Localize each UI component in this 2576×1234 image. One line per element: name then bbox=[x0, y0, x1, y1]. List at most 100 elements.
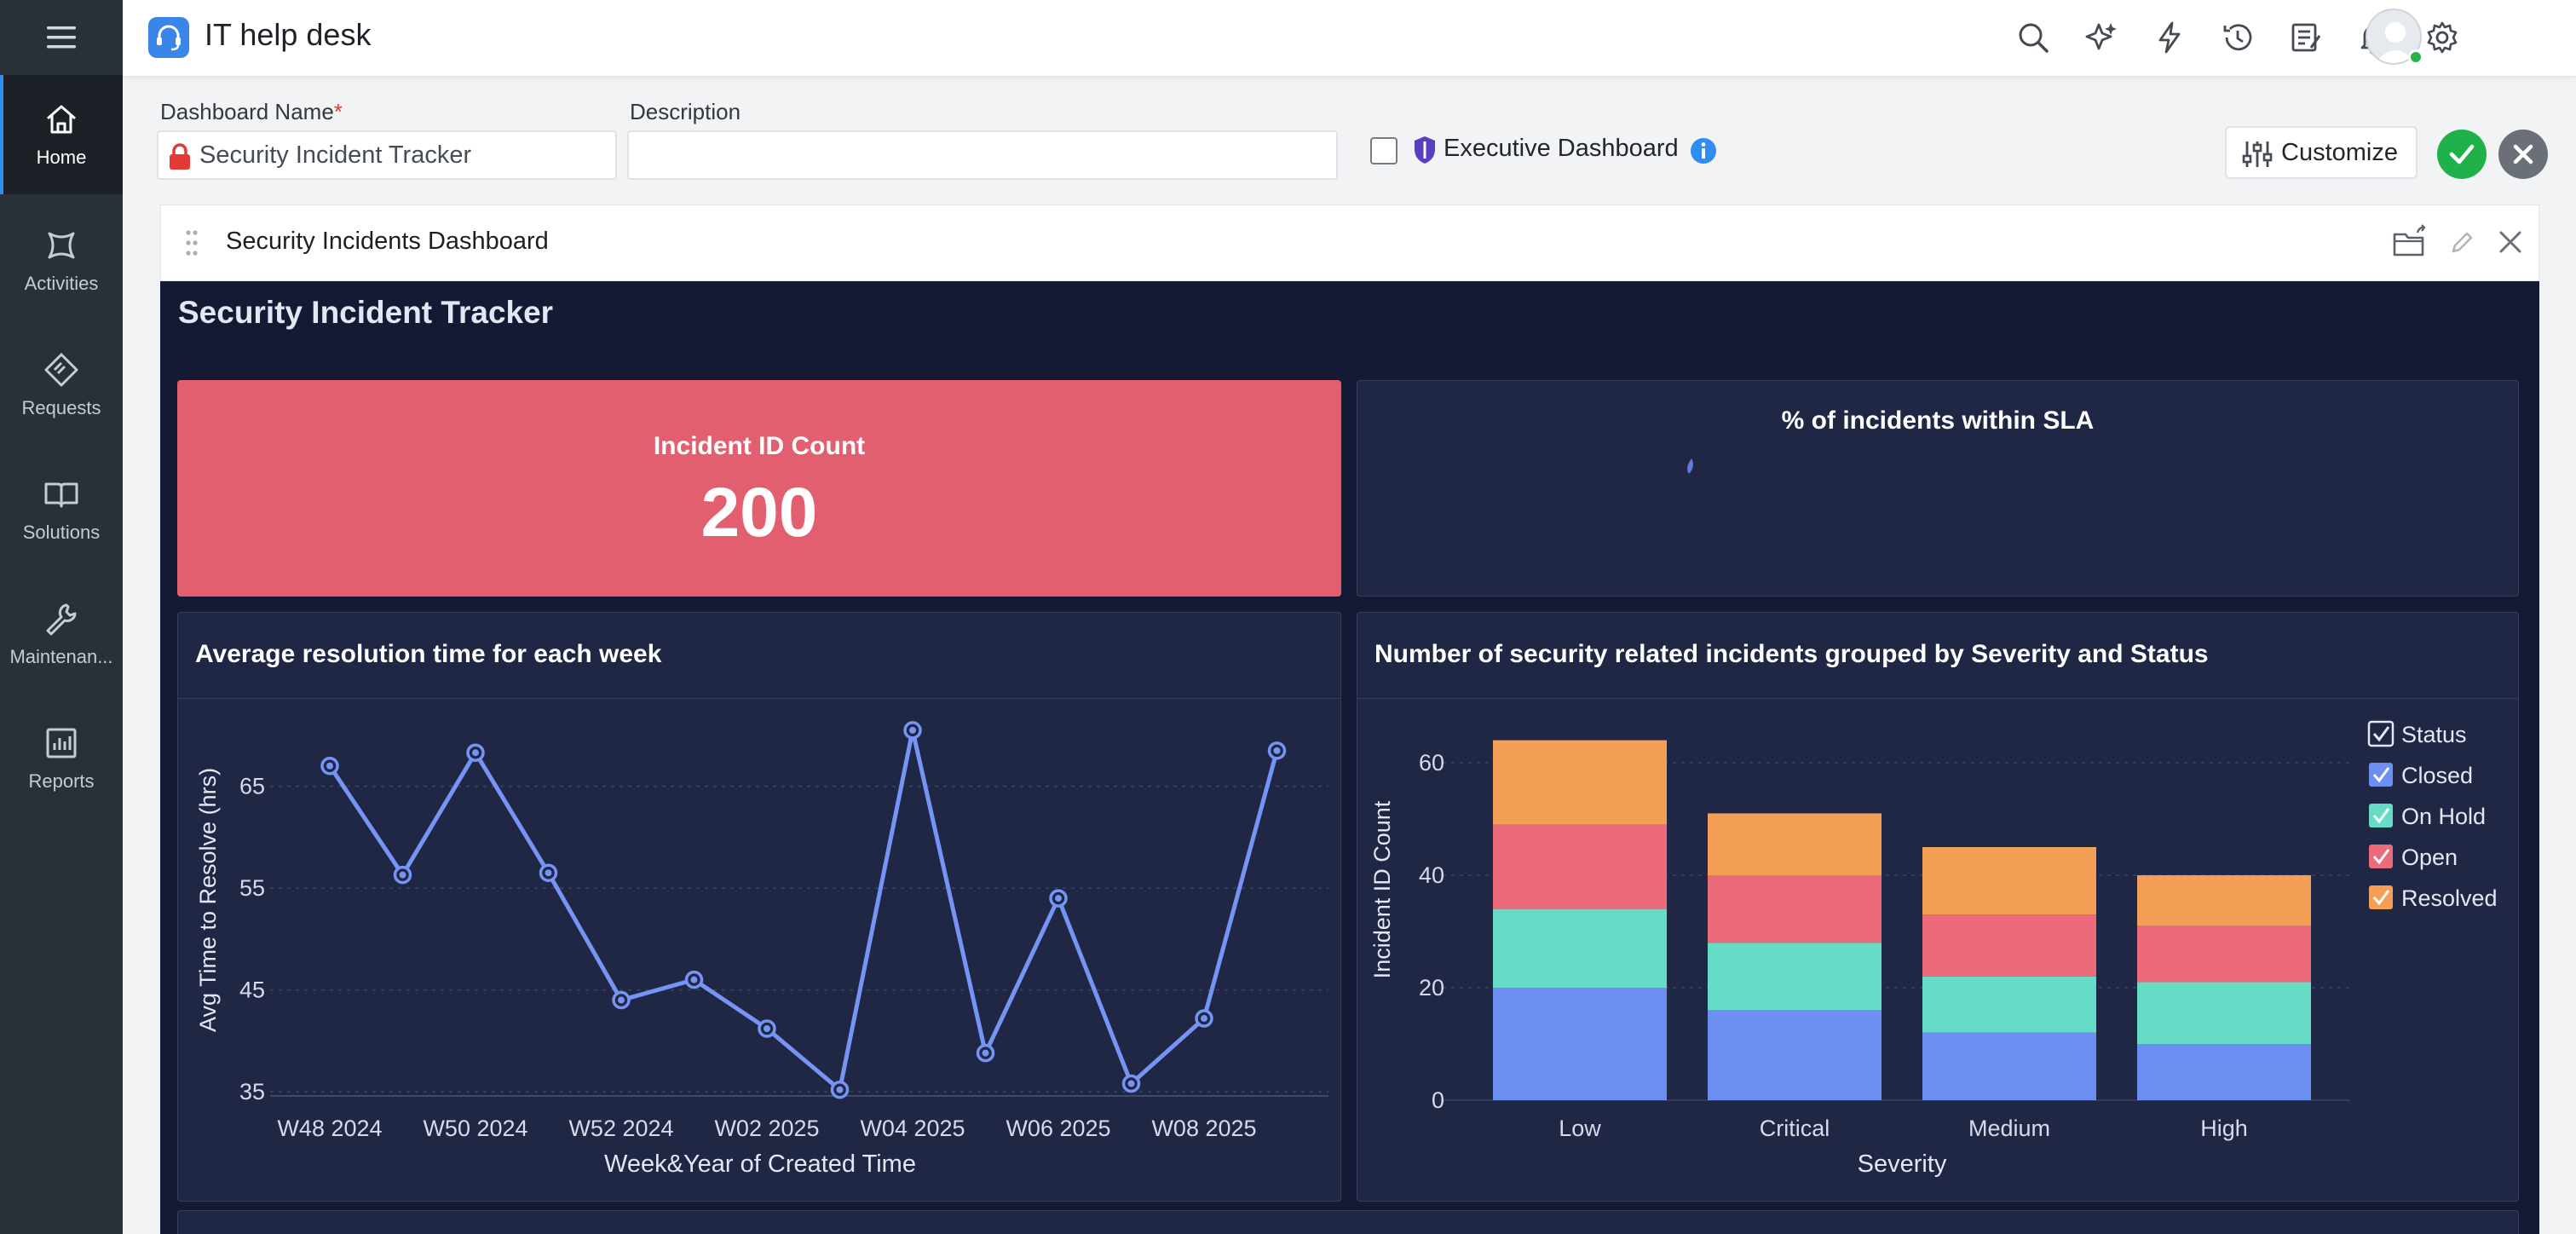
data-point-center bbox=[764, 1025, 770, 1032]
line-chart-widget[interactable]: Average resolution time for each week 35… bbox=[177, 612, 1341, 1202]
legend-item-label: Open bbox=[2401, 845, 2458, 870]
lightning-icon[interactable] bbox=[2149, 17, 2190, 58]
x-axis-label: Week&Year of Created Time bbox=[604, 1150, 916, 1178]
sidebar-item-reports[interactable]: Reports bbox=[0, 699, 123, 818]
sidebar-item-activities[interactable]: Activities bbox=[0, 201, 123, 320]
x-tick-label: W48 2024 bbox=[277, 1116, 382, 1141]
kpi-value: 200 bbox=[700, 474, 818, 551]
save-button[interactable] bbox=[2437, 130, 2487, 179]
data-point-center bbox=[982, 1049, 989, 1057]
data-point-center bbox=[545, 869, 552, 877]
sidebar-item-label: Activities bbox=[24, 273, 99, 294]
bar-segment bbox=[1493, 908, 1667, 988]
check-icon bbox=[2372, 890, 2390, 906]
data-point-center bbox=[326, 762, 333, 770]
executive-dashboard-label: Executive Dashboard bbox=[1444, 135, 1679, 162]
bar-segment bbox=[1493, 740, 1667, 825]
sidebar-item-solutions[interactable]: Solutions bbox=[0, 450, 123, 569]
incident-count-widget[interactable]: Incident ID Count 200 bbox=[177, 380, 1341, 597]
cancel-button[interactable] bbox=[2498, 130, 2548, 179]
x-tick-label: W50 2024 bbox=[423, 1116, 527, 1141]
description-label: Description bbox=[630, 99, 741, 124]
data-point-center bbox=[836, 1086, 844, 1093]
sidebar-item-maintenance[interactable]: Maintenan... bbox=[0, 574, 123, 694]
activities-icon bbox=[48, 232, 75, 259]
data-point-center bbox=[1055, 895, 1062, 902]
reports-icon bbox=[46, 728, 77, 758]
bar-segment bbox=[2137, 926, 2311, 983]
drag-handle-icon[interactable] bbox=[185, 229, 199, 257]
y-tick-label: 65 bbox=[239, 774, 265, 799]
y-tick-label: 60 bbox=[1419, 750, 1444, 776]
y-tick-label: 20 bbox=[1419, 975, 1444, 1000]
x-axis-label: Severity bbox=[1858, 1150, 1947, 1178]
sla-widget-title: % of incidents within SLA bbox=[1781, 407, 2095, 435]
description-field[interactable] bbox=[627, 130, 1338, 180]
x-tick-label: W08 2025 bbox=[1151, 1116, 1256, 1141]
hamburger-menu-icon[interactable] bbox=[0, 0, 123, 75]
divider bbox=[178, 698, 1340, 699]
divider bbox=[1357, 698, 2518, 699]
y-tick-label: 40 bbox=[1419, 862, 1444, 888]
legend-swatch bbox=[2369, 763, 2393, 787]
data-point-center bbox=[399, 871, 406, 879]
bar-segment bbox=[1708, 813, 1882, 875]
bar-segment bbox=[2137, 1044, 2311, 1100]
edit-icon[interactable] bbox=[2448, 229, 2475, 257]
folder-icon[interactable] bbox=[2392, 224, 2428, 258]
data-point-center bbox=[1201, 1015, 1207, 1023]
y-axis-label: Incident ID Count bbox=[1369, 800, 1395, 978]
sliders-icon bbox=[2242, 141, 2273, 167]
ai-sparkle-icon[interactable] bbox=[2081, 17, 2122, 58]
app-title: IT help desk bbox=[205, 17, 372, 52]
legend-title: Status bbox=[2401, 722, 2467, 747]
stacked-bar-chart: 0 20 40 60 Low Critical Medium High Severity Inci… bbox=[1369, 720, 2498, 1178]
top-bar: IT help desk 1 bbox=[123, 0, 2576, 77]
executive-dashboard-checkbox[interactable] bbox=[1370, 137, 1397, 164]
dashboard-panel-title: Security Incidents Dashboard bbox=[226, 228, 549, 255]
bar-segment bbox=[2137, 982, 2311, 1044]
next-widget-edge bbox=[177, 1210, 2519, 1234]
stacked-bar-widget[interactable]: Number of security related incidents gro… bbox=[1357, 612, 2519, 1202]
sidebar-item-label: Reports bbox=[28, 770, 95, 792]
requests-icon bbox=[44, 353, 78, 387]
bar-segment bbox=[1922, 847, 2096, 915]
sidebar-item-requests[interactable]: Requests bbox=[0, 326, 123, 445]
sidebar-item-home[interactable]: Home bbox=[0, 75, 123, 194]
y-tick-label: 0 bbox=[1432, 1087, 1444, 1113]
bar-segment bbox=[1708, 875, 1882, 943]
bar-segment bbox=[1493, 824, 1667, 909]
x-tick-label: Critical bbox=[1760, 1116, 1830, 1141]
check-icon bbox=[2372, 808, 2390, 824]
data-point-center bbox=[1273, 747, 1281, 754]
dashboard-name-field[interactable]: Security Incident Tracker bbox=[157, 130, 617, 180]
bar-segment bbox=[1708, 1010, 1882, 1100]
sidebar-item-label: Home bbox=[36, 147, 87, 168]
gear-icon[interactable] bbox=[2422, 17, 2463, 58]
data-point-center bbox=[618, 996, 625, 1004]
customize-button[interactable]: Customize bbox=[2225, 126, 2418, 179]
sidebar-item-label: Requests bbox=[21, 397, 101, 418]
search-icon[interactable] bbox=[2013, 17, 2054, 58]
x-tick-label: Medium bbox=[1968, 1116, 2050, 1141]
sidebar-item-label: Solutions bbox=[22, 522, 101, 543]
check-icon bbox=[2449, 144, 2475, 164]
notes-icon[interactable] bbox=[2285, 17, 2326, 58]
line-chart: 35 45 55 65 W48 2024 W50 2024 W52 2024 W02 2025… bbox=[195, 721, 1328, 1178]
loading-spinner-icon bbox=[1687, 458, 1693, 474]
y-tick-label: 35 bbox=[239, 1079, 265, 1104]
history-icon[interactable] bbox=[2217, 17, 2258, 58]
sla-widget[interactable]: % of incidents within SLA bbox=[1357, 380, 2519, 597]
dashboard-name-value: Security Incident Tracker bbox=[199, 141, 472, 169]
legend-item-label: Resolved bbox=[2401, 885, 2498, 911]
legend-swatch bbox=[2369, 804, 2393, 827]
data-point-center bbox=[472, 749, 479, 757]
close-icon bbox=[2513, 144, 2533, 164]
bar-segment bbox=[1922, 976, 2096, 1033]
data-point-center bbox=[1127, 1080, 1135, 1087]
legend-swatch bbox=[2369, 885, 2393, 909]
close-icon[interactable] bbox=[2498, 229, 2523, 255]
sidebar-item-label: Maintenan... bbox=[9, 646, 113, 667]
legend-item-label: Closed bbox=[2401, 763, 2473, 788]
info-icon[interactable] bbox=[1690, 137, 1717, 164]
